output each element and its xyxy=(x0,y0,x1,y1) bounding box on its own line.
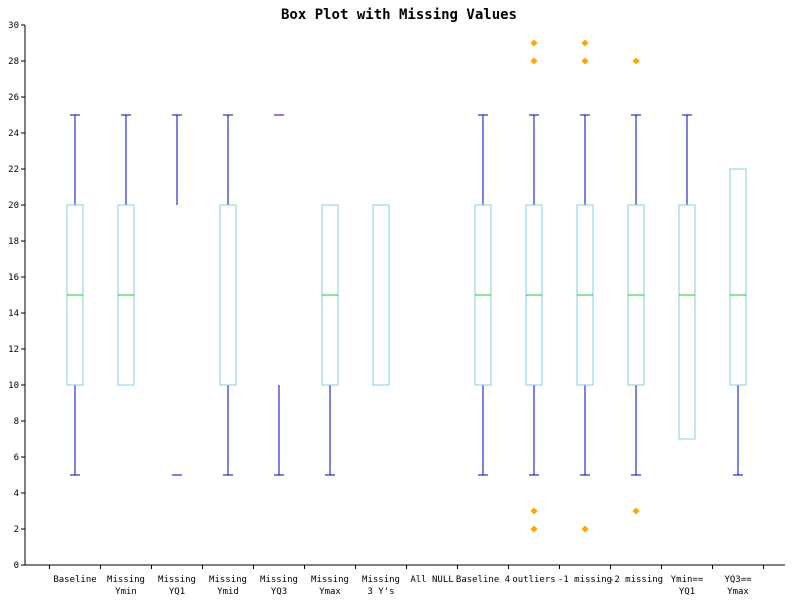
box-iqr xyxy=(729,168,747,386)
y-tick-label: 8 xyxy=(14,417,19,427)
y-tick-label: 22 xyxy=(8,165,19,175)
x-category-label: Missing xyxy=(362,575,400,585)
x-category-label: YQ3 xyxy=(271,587,287,597)
x-category-label: Baseline xyxy=(53,575,96,585)
outlier-point xyxy=(530,39,538,47)
x-category-label: Ymid xyxy=(217,587,239,597)
y-tick-label: 16 xyxy=(8,273,19,283)
outlier-point xyxy=(581,57,589,65)
x-category-label: Missing xyxy=(209,575,247,585)
x-category-label: Missing xyxy=(311,575,349,585)
outlier-point xyxy=(530,57,538,65)
box-group xyxy=(66,114,84,476)
y-tick-label: 2 xyxy=(14,525,19,535)
y-tick-label: 14 xyxy=(8,309,19,319)
y-tick-label: 26 xyxy=(8,93,19,103)
x-category-label: Ymax xyxy=(319,587,341,597)
box-group xyxy=(678,114,696,440)
x-category-label: Ymin== xyxy=(671,575,704,585)
outlier-point xyxy=(581,525,589,533)
box-iqr xyxy=(678,204,696,440)
y-tick-label: 18 xyxy=(8,237,19,247)
box-group xyxy=(372,204,390,386)
box-group xyxy=(172,114,182,476)
plot-marks xyxy=(66,39,747,533)
box-iqr xyxy=(219,204,237,386)
y-tick-label: 0 xyxy=(14,561,19,571)
outlier-point xyxy=(632,57,640,65)
box-group xyxy=(627,57,645,515)
x-category-label: Ymax xyxy=(727,587,749,597)
box-group xyxy=(474,114,492,476)
outlier-point xyxy=(581,39,589,47)
box-group xyxy=(576,39,594,533)
outlier-point xyxy=(632,507,640,515)
outlier-point xyxy=(530,507,538,515)
box-group xyxy=(525,39,543,533)
y-tick-label: 12 xyxy=(8,345,19,355)
box-group xyxy=(274,114,284,476)
x-category-label: Missing xyxy=(260,575,298,585)
x-category-label: outliers xyxy=(512,575,555,585)
outlier-point xyxy=(530,525,538,533)
x-category-label: -2 missing xyxy=(609,575,663,585)
x-category-label: All NULL xyxy=(410,575,453,585)
box-group xyxy=(729,168,747,476)
y-tick-label: 24 xyxy=(8,129,19,139)
box-group xyxy=(117,114,135,386)
box-iqr xyxy=(372,204,390,386)
chart-title: Box Plot with Missing Values xyxy=(281,7,517,23)
y-tick-label: 20 xyxy=(8,201,19,211)
y-tick-label: 10 xyxy=(8,381,19,391)
x-category-label: 3 Y's xyxy=(367,587,394,597)
x-category-label: Missing xyxy=(107,575,145,585)
y-tick-label: 6 xyxy=(14,453,19,463)
x-category-label: -1 missing xyxy=(558,575,612,585)
x-category-label: YQ3== xyxy=(724,575,752,585)
x-category-label: YQ1 xyxy=(169,587,185,597)
box-group xyxy=(219,114,237,476)
x-category-label: Baseline 4 xyxy=(456,575,510,585)
x-category-label: Missing xyxy=(158,575,196,585)
y-tick-label: 28 xyxy=(8,57,19,67)
x-category-label: Ymin xyxy=(115,587,137,597)
y-tick-label: 30 xyxy=(8,21,19,31)
x-category-label: YQ1 xyxy=(679,587,695,597)
box-group xyxy=(321,204,339,476)
y-tick-label: 4 xyxy=(14,489,19,499)
